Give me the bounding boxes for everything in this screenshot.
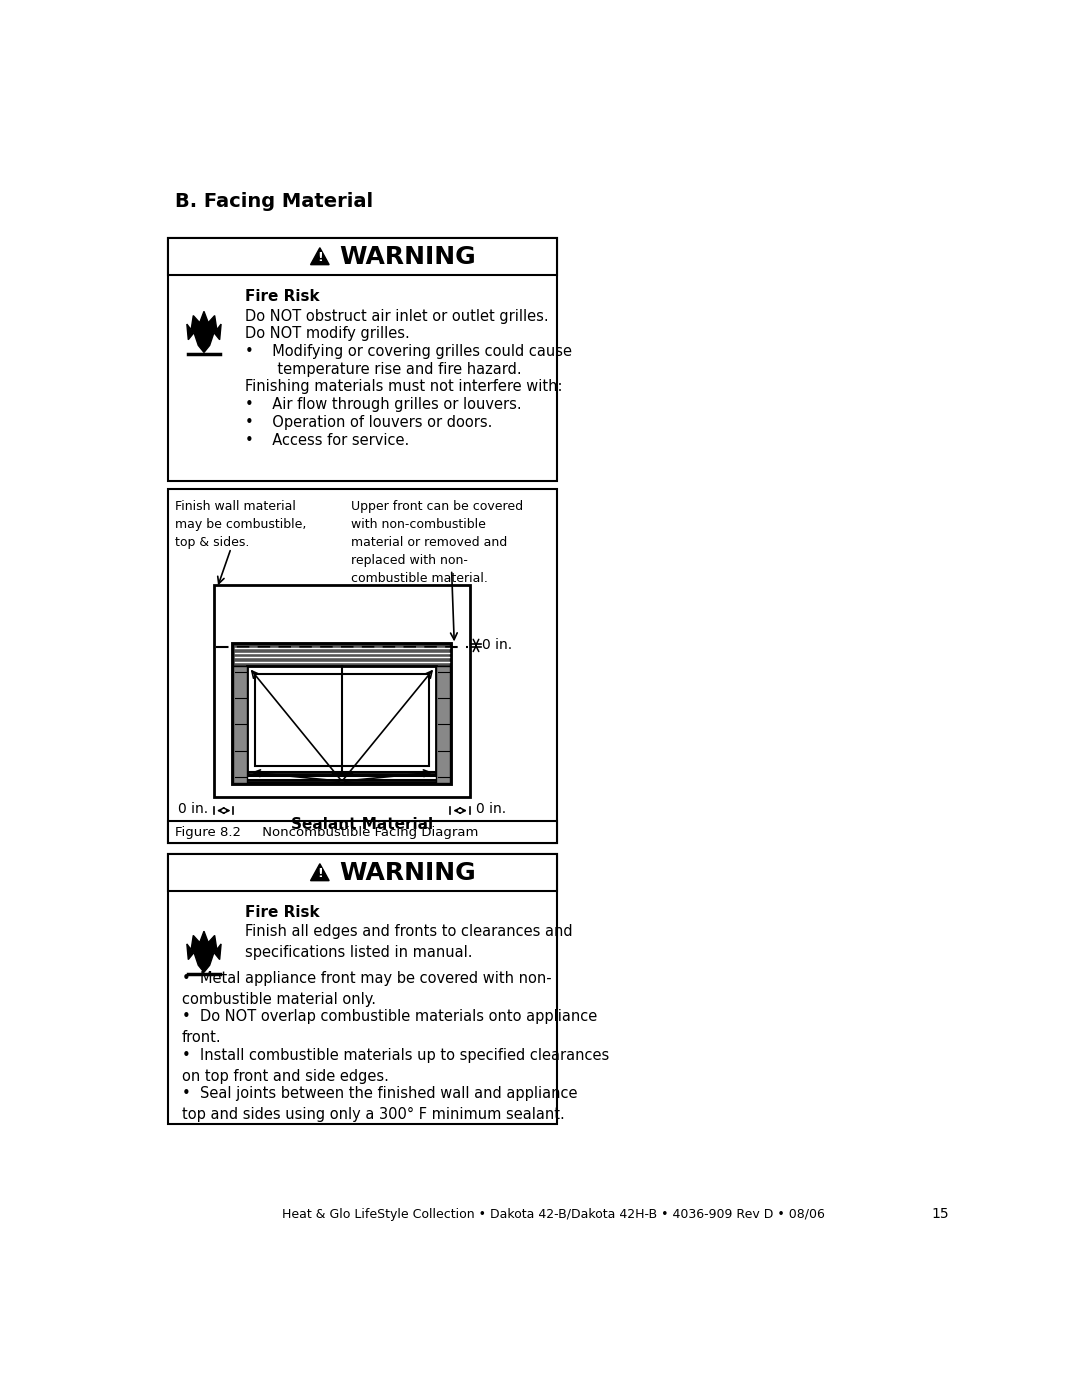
Bar xyxy=(255,673,429,766)
Bar xyxy=(233,644,450,782)
Bar xyxy=(167,821,557,842)
Polygon shape xyxy=(187,932,221,972)
Text: •    Access for service.: • Access for service. xyxy=(245,433,409,447)
Text: 0 in.: 0 in. xyxy=(476,802,507,816)
Text: 15: 15 xyxy=(931,1207,948,1221)
Text: !: ! xyxy=(316,251,323,264)
Text: 0 in.: 0 in. xyxy=(178,802,207,816)
Text: •  Do NOT overlap combustible materials onto appliance
front.: • Do NOT overlap combustible materials o… xyxy=(181,1009,597,1045)
Text: Heat & Glo LifeStyle Collection • Dakota 42-B/Dakota 42H-B • 4036-909 Rev D • 08: Heat & Glo LifeStyle Collection • Dakota… xyxy=(282,1207,825,1221)
Polygon shape xyxy=(311,863,329,880)
Text: Do NOT modify grilles.: Do NOT modify grilles. xyxy=(245,327,409,341)
Text: •    Air flow through grilles or louvers.: • Air flow through grilles or louvers. xyxy=(245,397,522,412)
Text: •  Seal joints between the finished wall and appliance
top and sides using only : • Seal joints between the finished wall … xyxy=(181,1087,577,1122)
Bar xyxy=(233,644,450,666)
Text: B. Facing Material: B. Facing Material xyxy=(175,193,374,211)
Bar xyxy=(167,855,557,1125)
Text: Figure 8.2     Noncombustible Facing Diagram: Figure 8.2 Noncombustible Facing Diagram xyxy=(175,826,478,838)
Text: •    Modifying or covering grilles could cause: • Modifying or covering grilles could ca… xyxy=(245,344,572,359)
Text: Finish wall material
may be combustible,
top & sides.: Finish wall material may be combustible,… xyxy=(175,500,307,549)
Text: Do NOT obstruct air inlet or outlet grilles.: Do NOT obstruct air inlet or outlet gril… xyxy=(245,309,549,324)
Text: Sealant Material: Sealant Material xyxy=(292,817,433,831)
Bar xyxy=(436,666,450,782)
Text: •    Operation of louvers or doors.: • Operation of louvers or doors. xyxy=(245,415,492,430)
Text: •  Install combustible materials up to specified clearances
on top front and sid: • Install combustible materials up to sp… xyxy=(181,1048,609,1084)
Text: 0 in.: 0 in. xyxy=(482,638,512,652)
Bar xyxy=(247,666,436,774)
Bar xyxy=(167,239,557,481)
Polygon shape xyxy=(187,312,221,352)
Text: !: ! xyxy=(316,868,323,880)
Text: temperature rise and fire hazard.: temperature rise and fire hazard. xyxy=(245,362,522,377)
Bar xyxy=(233,666,247,782)
Bar xyxy=(167,239,557,275)
Text: WARNING: WARNING xyxy=(339,244,476,270)
Polygon shape xyxy=(311,247,329,264)
Text: Finishing materials must not interfere with:: Finishing materials must not interfere w… xyxy=(245,380,563,394)
Bar xyxy=(167,855,557,891)
Text: Upper front can be covered
with non-combustible
material or removed and
replaced: Upper front can be covered with non-comb… xyxy=(351,500,523,585)
Text: •  Metal appliance front may be covered with non-
combustible material only.: • Metal appliance front may be covered w… xyxy=(181,971,551,1007)
Text: Finish all edges and fronts to clearances and
specifications listed in manual.: Finish all edges and fronts to clearance… xyxy=(245,923,572,960)
Bar xyxy=(167,489,557,842)
Text: WARNING: WARNING xyxy=(339,861,476,884)
Bar xyxy=(214,585,470,796)
Text: Fire Risk: Fire Risk xyxy=(245,905,320,921)
Text: Fire Risk: Fire Risk xyxy=(245,289,320,305)
